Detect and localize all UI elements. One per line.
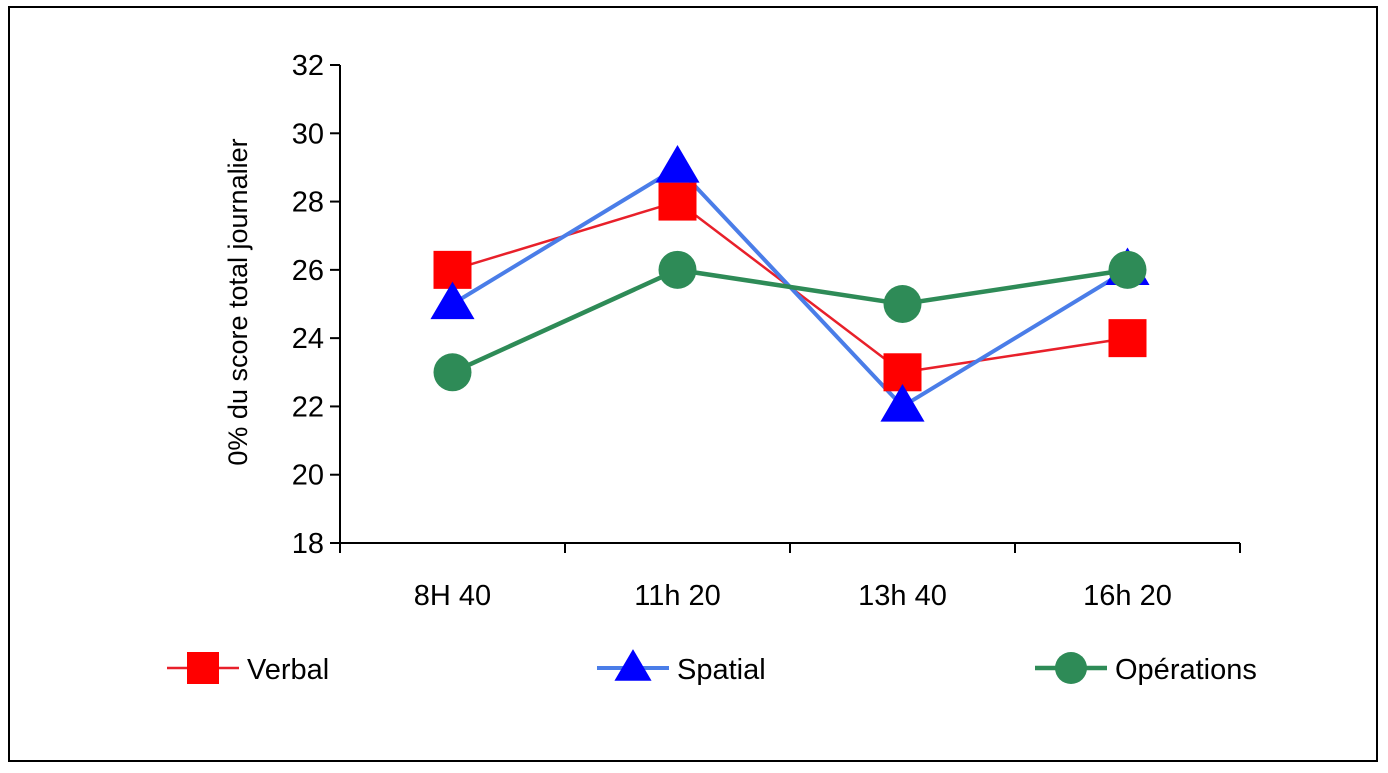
data-point-spatial [430, 281, 475, 320]
data-point-operations [883, 285, 922, 323]
series-markers [430, 145, 1150, 422]
data-point-operations [433, 353, 472, 392]
legend-item-verbal: Verbal [167, 652, 329, 686]
legend-marker [614, 649, 652, 681]
chart-frame [8, 6, 1378, 762]
legend-marker [187, 652, 219, 684]
legend-label: Verbal [247, 654, 329, 686]
data-point-spatial [655, 145, 700, 183]
x-tick-label: 11h 20 [634, 580, 721, 612]
series-lines [451, 164, 1129, 409]
data-point-verbal [658, 182, 697, 221]
legend-label: Opérations [1115, 654, 1257, 686]
y-tick-label: 18 [292, 528, 324, 560]
y-tick-label: 24 [292, 323, 324, 355]
x-tick-label: 16h 20 [1083, 580, 1172, 612]
y-tick-label: 26 [292, 255, 324, 287]
series-line-operations [451, 267, 1128, 375]
data-point-operations [658, 250, 697, 289]
y-tick-label: 32 [292, 50, 324, 82]
y-axis-title: 0% du score total journalier [223, 138, 253, 465]
legend-marker [1055, 652, 1087, 684]
legend-item-operations: Opérations [1035, 652, 1257, 686]
y-tick-label: 30 [292, 118, 324, 150]
legend-item-spatial: Spatial [597, 649, 766, 686]
axes: 18 20 22 24 26 28 30 32 8H 40 11h 20 13h 40 16h 20 [292, 50, 1241, 612]
legend: Verbal Spatial Opérations [167, 649, 1257, 686]
y-tick-label: 20 [292, 460, 324, 492]
y-tick-label: 28 [292, 187, 324, 219]
legend-label: Spatial [677, 654, 766, 686]
data-point-verbal [1108, 319, 1147, 358]
x-tick-label: 13h 40 [858, 580, 947, 612]
data-point-spatial [880, 384, 925, 422]
data-point-operations [1108, 250, 1147, 289]
y-tick-label: 22 [292, 391, 324, 423]
x-tick-label: 8H 40 [414, 580, 491, 612]
